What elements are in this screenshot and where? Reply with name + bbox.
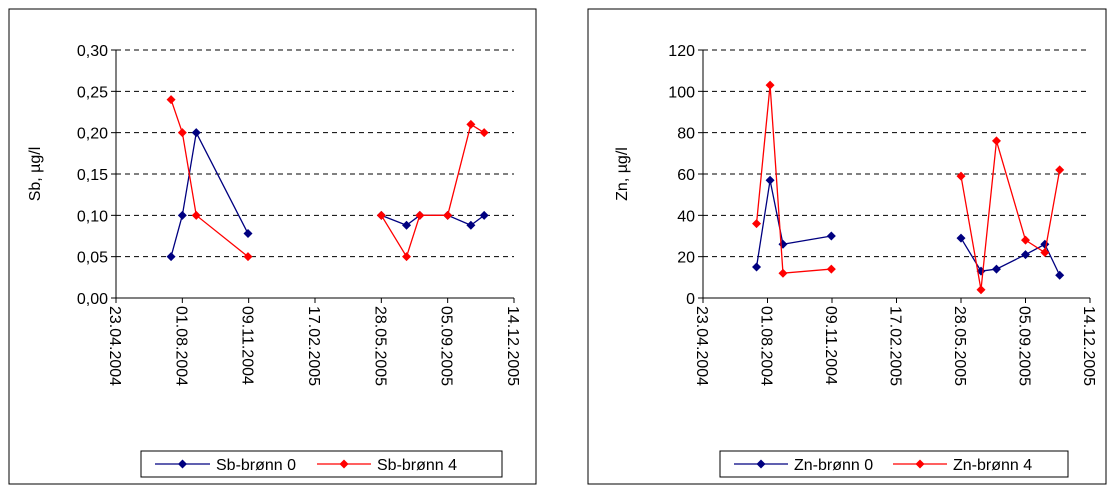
x-tick-label: 17.02.2005 — [305, 306, 322, 386]
data-point — [466, 119, 476, 129]
data-point — [177, 210, 187, 220]
data-point — [1055, 165, 1065, 175]
y-tick-label: 80 — [677, 126, 695, 143]
data-point — [765, 80, 775, 90]
series-line — [755, 180, 832, 268]
y-axis-title: Zn, µg/l — [614, 147, 631, 201]
data-point — [778, 268, 788, 278]
data-point — [191, 210, 201, 220]
data-point — [466, 220, 476, 230]
y-tick-label: 40 — [677, 208, 695, 225]
data-point — [166, 252, 176, 262]
x-tick-label: 23.04.2004 — [693, 306, 710, 386]
x-tick-label: 01.08.2004 — [758, 306, 775, 386]
y-axis-title: Sb, µg/l — [27, 147, 44, 202]
y-tick-label: 60 — [677, 167, 695, 184]
y-tick-label: 20 — [677, 250, 695, 267]
y-tick-label: 0,00 — [77, 291, 108, 308]
legend-marker — [915, 459, 925, 469]
y-tick-label: 120 — [668, 43, 695, 60]
x-tick-label: 05.09.2005 — [438, 306, 455, 386]
y-tick-label: 0,10 — [77, 208, 108, 225]
y-tick-label: 0,15 — [77, 167, 108, 184]
data-point — [1021, 250, 1030, 260]
chart-frame — [8, 8, 537, 485]
data-point — [443, 210, 453, 220]
legend-marker — [178, 459, 187, 469]
data-point — [1040, 248, 1050, 258]
data-point — [956, 233, 966, 243]
data-point — [752, 219, 762, 229]
series-line — [960, 237, 1061, 276]
legend-marker — [756, 459, 766, 469]
chart-frame — [587, 8, 1107, 485]
x-tick-label: 01.08.2004 — [172, 306, 189, 386]
data-point — [415, 210, 425, 220]
legend-label: Sb-brønn 4 — [377, 457, 457, 474]
series-line — [755, 85, 832, 274]
data-point — [243, 252, 253, 262]
x-tick-label: 17.02.2005 — [887, 306, 904, 386]
y-tick-label: 0,20 — [77, 126, 108, 143]
series-line — [170, 99, 249, 258]
data-point — [177, 128, 187, 138]
data-point — [402, 220, 412, 230]
x-tick-label: 28.05.2005 — [951, 306, 968, 386]
legend-label: Zn-brønn 0 — [794, 457, 873, 474]
data-point — [1021, 235, 1030, 245]
legend-label: Zn-brønn 4 — [953, 457, 1032, 474]
legend-label: Sb-brønn 0 — [216, 457, 296, 474]
legend-marker — [339, 459, 349, 469]
series-line — [960, 140, 1061, 290]
data-point — [1055, 270, 1065, 280]
data-point — [376, 210, 386, 220]
data-point — [166, 95, 176, 105]
data-point — [826, 231, 836, 241]
y-tick-label: 0,05 — [77, 250, 108, 267]
x-tick-label: 28.05.2005 — [371, 306, 388, 386]
data-point — [402, 252, 412, 262]
data-point — [826, 264, 836, 274]
data-point — [976, 285, 986, 295]
data-point — [956, 171, 966, 181]
data-point — [991, 264, 1001, 274]
data-point — [479, 210, 489, 220]
y-tick-label: 0,25 — [77, 84, 108, 101]
x-tick-label: 09.11.2004 — [239, 306, 256, 385]
data-point — [479, 128, 489, 138]
x-tick-label: 09.11.2004 — [822, 306, 839, 385]
y-tick-label: 0 — [686, 291, 695, 308]
data-point — [991, 136, 1001, 146]
data-point — [191, 128, 201, 138]
y-tick-label: 0,30 — [77, 43, 108, 60]
x-tick-label: 23.04.2004 — [106, 306, 123, 386]
x-tick-label: 05.09.2005 — [1016, 306, 1033, 386]
data-point — [752, 262, 762, 272]
x-tick-label: 14.12.2005 — [1080, 306, 1097, 386]
data-point — [765, 175, 775, 185]
x-tick-label: 14.12.2005 — [504, 306, 521, 386]
data-point — [243, 229, 253, 239]
y-tick-label: 100 — [668, 84, 695, 101]
